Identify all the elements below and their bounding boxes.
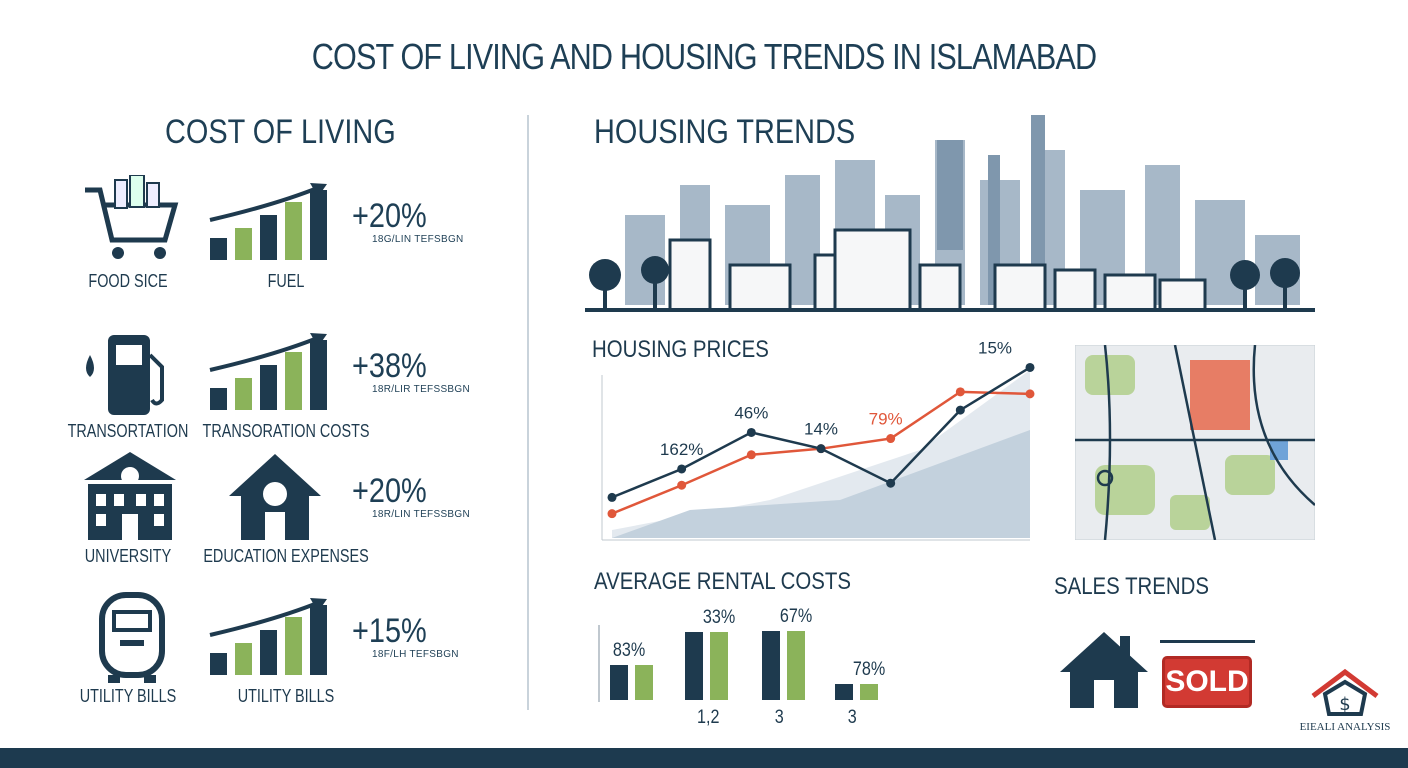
- bar: [835, 684, 853, 700]
- sold-sign: SOLD: [1162, 656, 1252, 708]
- data-point: [677, 464, 687, 474]
- data-point: [677, 480, 687, 490]
- y-axis: [598, 625, 600, 702]
- data-point: [746, 427, 756, 437]
- change-percent: +20%: [352, 472, 427, 510]
- bar: [860, 684, 878, 700]
- data-label: 162%: [660, 440, 703, 459]
- average-rental-costs-title: AVERAGE RENTAL COSTS: [594, 568, 851, 595]
- category-label: 1,2: [696, 707, 720, 728]
- bar: [310, 605, 327, 675]
- data-label: 67%: [779, 605, 813, 627]
- data-point: [746, 450, 756, 460]
- change-percent: +15%: [352, 612, 427, 650]
- data-label: 15%: [978, 338, 1012, 357]
- bar: [610, 665, 628, 700]
- logo-icon: $: [1311, 668, 1379, 716]
- change-note: 18F/LH TEFSBGN: [372, 649, 459, 660]
- housing-trends-heading: HOUSING TRENDS: [594, 113, 856, 151]
- data-point: [886, 434, 896, 444]
- data-label: 14%: [804, 420, 838, 439]
- change-note: 18G/LIN TEFSBGN: [372, 234, 464, 245]
- bar: [260, 630, 277, 675]
- bar: [260, 365, 277, 410]
- house-icon: [229, 454, 321, 540]
- growth-chart-icon: [209, 333, 327, 410]
- data-point: [607, 492, 617, 502]
- data-point: [1025, 362, 1035, 372]
- bar: [310, 340, 327, 410]
- icon-label: UTILITY BILLS: [79, 686, 177, 706]
- growth-chart-icon: [209, 183, 327, 260]
- area-dark: [612, 430, 1030, 538]
- bar: [787, 630, 805, 700]
- cost-of-living-heading: COST OF LIVING: [165, 113, 396, 151]
- bar: [685, 631, 703, 700]
- data-label: 83%: [612, 640, 646, 662]
- svg-text:$: $: [1339, 694, 1350, 715]
- chart-label: EDUCATION EXPENSES: [203, 546, 369, 566]
- housing-prices-chart: 79% 162% 46% 14% 15%: [601, 338, 1035, 541]
- change-note: 18R/LIN TEFSSBGN: [372, 509, 470, 520]
- bar: [235, 378, 252, 410]
- data-point: [955, 405, 965, 415]
- bar: [235, 228, 252, 260]
- icon-label: FOOD SICE: [88, 271, 168, 291]
- chart-label: FUEL: [267, 271, 305, 291]
- divider: [527, 115, 529, 710]
- chart-label: UTILITY BILLS: [237, 686, 335, 706]
- meter-icon: [99, 592, 165, 683]
- chart-label: TRANSORATION COSTS: [202, 421, 370, 441]
- city-skyline-illustration: [585, 115, 1315, 312]
- change-percent: +38%: [352, 347, 427, 385]
- house-icon: [1060, 632, 1148, 708]
- category-label: 3: [847, 707, 857, 728]
- bar: [635, 665, 653, 700]
- logo-text: EIEALI ANALYSIS: [1299, 721, 1391, 733]
- icon-label: TRANSORTATION: [67, 421, 189, 441]
- page-title: COST OF LIVING AND HOUSING TRENDS IN ISL…: [311, 36, 1097, 77]
- sales-trends-heading: SALES TRENDS: [1054, 573, 1209, 600]
- change-note: 18R/LIR TEFSSBGN: [372, 384, 470, 395]
- data-point: [955, 387, 965, 397]
- change-percent: +20%: [352, 197, 427, 235]
- bar: [210, 238, 227, 260]
- city-map-illustration: [1075, 345, 1315, 540]
- bar: [710, 631, 728, 700]
- icon-label: UNIVERSITY: [84, 546, 172, 566]
- data-label: 46%: [734, 403, 768, 422]
- bar: [210, 653, 227, 675]
- bar: [310, 190, 327, 260]
- data-label: 33%: [702, 606, 736, 628]
- data-point: [1025, 389, 1035, 399]
- university-icon: [84, 452, 176, 540]
- growth-chart-icon: [209, 598, 327, 675]
- bar: [285, 202, 302, 260]
- bar: [285, 352, 302, 410]
- fuel-pump-icon: [86, 335, 164, 415]
- bar: [210, 388, 227, 410]
- sign-post: [1160, 640, 1255, 643]
- footer-bar: [0, 748, 1408, 768]
- data-label: 78%: [852, 659, 886, 681]
- data-point: [816, 444, 826, 454]
- housing-prices-title: HOUSING PRICES: [592, 336, 769, 363]
- bar: [285, 617, 302, 675]
- data-point: [886, 478, 896, 488]
- data-label: 79%: [869, 410, 903, 429]
- shopping-cart-icon: [85, 175, 179, 259]
- bar: [762, 630, 780, 700]
- category-label: 3: [774, 707, 784, 728]
- bar: [235, 643, 252, 675]
- bar: [260, 215, 277, 260]
- data-point: [607, 509, 617, 519]
